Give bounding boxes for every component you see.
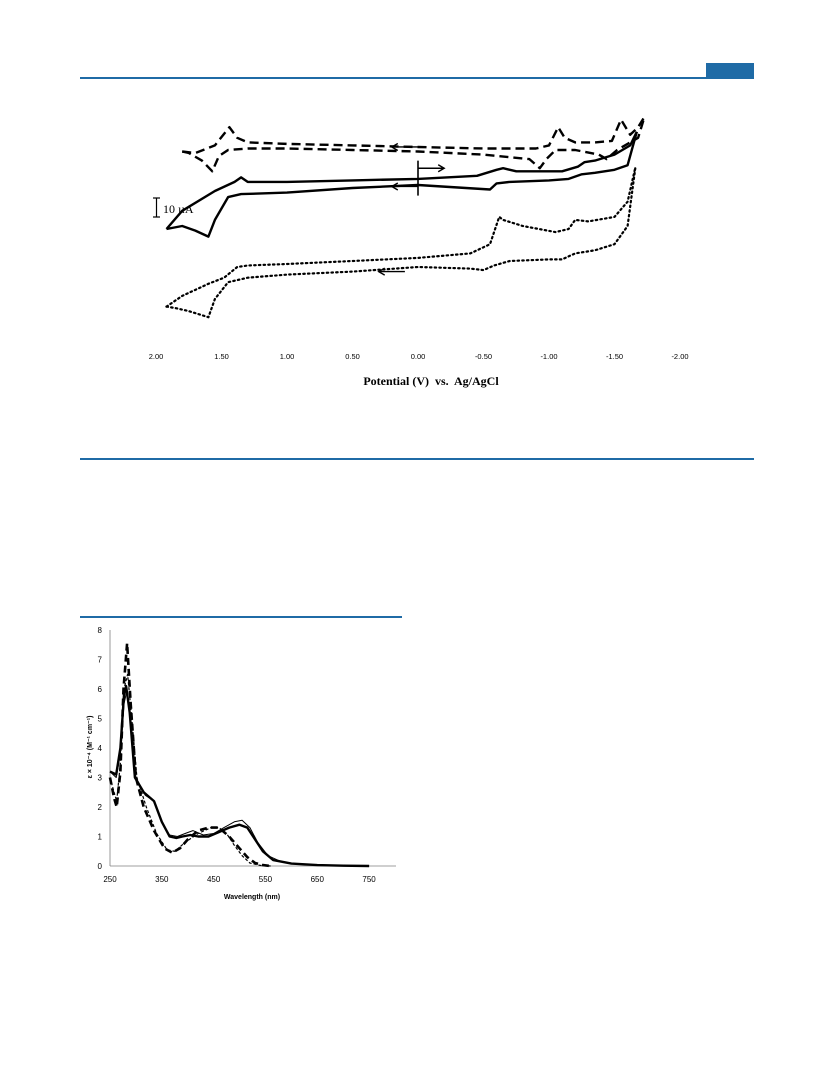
cv-curves [165,115,646,319]
cv-x-tick-label: 0.50 [345,352,360,361]
uv-x-tick-label: 450 [207,875,221,884]
cv-series-solid-upper [165,131,638,230]
cv-x-tick-label: 0.00 [411,352,426,361]
cv-series-dashed-lower [181,116,646,173]
cv-x-tick-label: -1.00 [540,352,557,361]
cv-x-tick-label: 1.50 [214,352,229,361]
uv-y-tick-label: 3 [98,774,103,783]
cv-x-axis-label: Potential (V) vs. Ag/AgCl [363,374,499,388]
cv-direction-arrow [418,164,446,173]
uv-y-tick-label: 8 [98,626,103,635]
uv-y-tick-label: 0 [98,862,103,871]
uv-series-solid-thin [109,691,370,867]
cv-arrows [377,142,446,276]
uv-axes: 0 1 2 3 4 5 6 7 8 250 350 450 550 650 750 [98,626,396,884]
cv-x-tick-label: -2.00 [671,352,688,361]
cv-x-tick-label: 2.00 [149,352,164,361]
header-tab [706,63,754,78]
uv-series-dashed-thin [109,673,271,867]
cv-x-tick-label: 1.00 [280,352,295,361]
cv-series-dashed-upper [182,115,646,155]
uv-curves [108,642,370,868]
cv-series-dotted-lower [165,165,637,319]
uv-y-axis-label: ε × 10⁻⁴ (M⁻¹ cm⁻¹) [87,716,94,779]
cyclic-voltammogram-chart: 10 µA 2.00 1.50 1.00 0.50 0.00 -0.50 -1.00 -1.5… [149,115,689,388]
cv-x-axis: 2.00 1.50 1.00 0.50 0.00 -0.50 -1.00 -1.50 -2.00 [149,352,689,361]
uv-y-tick-label: 7 [98,656,103,665]
cv-direction-arrow [390,142,421,152]
cv-series-solid-lower [166,131,638,238]
uv-series-dashed-thick [108,642,271,868]
uv-y-tick-label: 1 [98,833,103,842]
uv-x-tick-label: 550 [259,875,273,884]
cv-series-dotted-upper [165,165,637,308]
header-rule [80,77,754,79]
uv-x-tick-label: 250 [103,875,117,884]
uv-x-tick-label: 750 [362,875,376,884]
uv-x-axis-label: Wavelength (nm) [224,894,280,901]
uv-x-tick-label: 350 [155,875,169,884]
cv-scale-bar-label: 10 µA [163,202,194,216]
uv-y-tick-label: 4 [98,744,103,753]
figure-rule [80,616,402,618]
section-rule [80,458,754,460]
cv-scale-bar: 10 µA [153,197,194,218]
uv-x-tick-label: 650 [311,875,325,884]
cv-direction-arrow [377,267,405,276]
uv-y-tick-label: 6 [98,685,103,694]
uv-series-solid-thick [109,684,370,868]
uv-y-tick-label: 5 [98,715,103,724]
cv-x-tick-label: -1.50 [606,352,623,361]
cv-x-tick-label: -0.50 [475,352,492,361]
cv-direction-arrow [390,182,418,191]
uv-y-tick-label: 2 [98,803,103,812]
